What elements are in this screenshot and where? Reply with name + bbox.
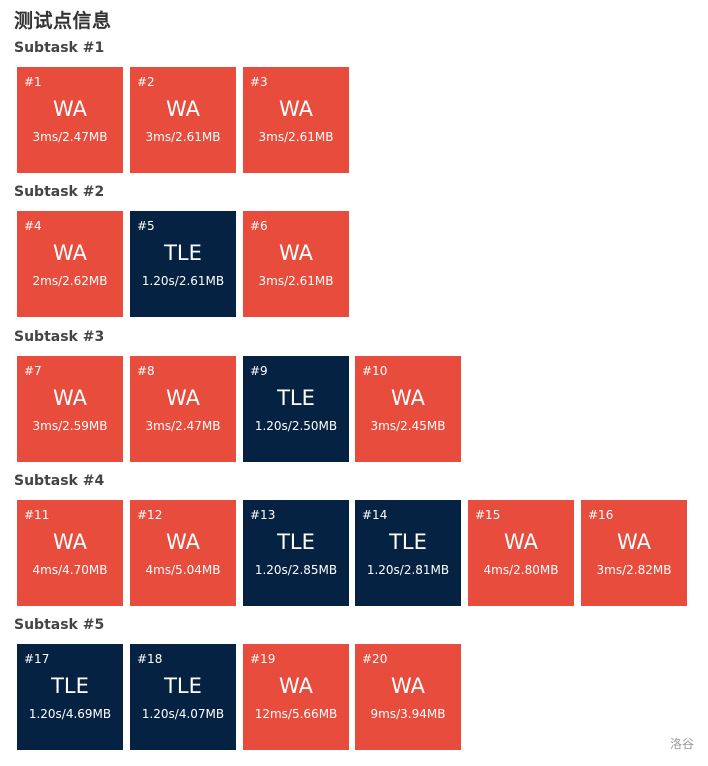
case-number: #11 [24,508,50,522]
case-status: WA [504,530,538,554]
test-case-1[interactable]: #1 WA 3ms/2.47MB [17,67,123,173]
test-case-16[interactable]: #16 WA 3ms/2.82MB [581,500,687,606]
case-number: #15 [475,508,501,522]
case-time-memory: 3ms/2.61MB [258,274,334,288]
test-case-8[interactable]: #8 WA 3ms/2.47MB [130,356,236,462]
test-case-14[interactable]: #14 TLE 1.20s/2.81MB [355,500,461,606]
test-case-11[interactable]: #11 WA 4ms/4.70MB [17,500,123,606]
case-status: TLE [277,386,315,410]
case-time-memory: 12ms/5.66MB [254,707,338,721]
case-list: #11 WA 4ms/4.70MB #12 WA 4ms/5.04MB #13 … [14,500,687,606]
case-number: #3 [250,75,268,89]
case-time-memory: 3ms/2.61MB [258,130,334,144]
case-time-memory: 9ms/3.94MB [370,707,446,721]
page-title: 测试点信息 [14,10,112,32]
case-time-memory: 3ms/2.47MB [145,419,221,433]
case-status: WA [166,530,200,554]
case-time-memory: 1.20s/4.07MB [141,707,225,721]
test-case-9[interactable]: #9 TLE 1.20s/2.50MB [243,356,349,462]
luogu-watermark: 洛谷 [669,737,694,751]
case-number: #6 [250,219,268,233]
case-number: #1 [24,75,42,89]
case-status: WA [279,97,313,121]
subtask-5: Subtask #5 #17 TLE 1.20s/4.69MB #18 TLE … [14,615,461,750]
case-time-memory: 3ms/2.59MB [32,419,108,433]
case-number: #16 [588,508,614,522]
case-list: #7 WA 3ms/2.59MB #8 WA 3ms/2.47MB #9 TLE… [14,356,461,462]
test-case-6[interactable]: #6 WA 3ms/2.61MB [243,211,349,317]
case-number: #7 [24,364,42,378]
case-status: WA [53,530,87,554]
case-number: #20 [362,652,388,666]
subtask-4: Subtask #4 #11 WA 4ms/4.70MB #12 WA 4ms/… [14,471,687,606]
case-number: #19 [250,652,276,666]
case-status: WA [391,674,425,698]
case-list: #1 WA 3ms/2.47MB #2 WA 3ms/2.61MB #3 WA … [14,67,349,173]
case-status: TLE [164,241,202,265]
case-number: #2 [137,75,155,89]
test-case-15[interactable]: #15 WA 4ms/2.80MB [468,500,574,606]
test-case-18[interactable]: #18 TLE 1.20s/4.07MB [130,644,236,750]
case-time-memory: 3ms/2.82MB [596,563,672,577]
case-status: TLE [164,674,202,698]
case-time-memory: 1.20s/2.50MB [254,419,338,433]
case-status: WA [53,97,87,121]
case-status: WA [279,241,313,265]
subtask-title: Subtask #5 [14,617,105,633]
case-status: WA [391,386,425,410]
case-time-memory: 1.20s/2.61MB [141,274,225,288]
subtask-1: Subtask #1 #1 WA 3ms/2.47MB #2 WA 3ms/2.… [14,38,349,173]
case-list: #17 TLE 1.20s/4.69MB #18 TLE 1.20s/4.07M… [14,644,461,750]
case-time-memory: 3ms/2.47MB [32,130,108,144]
test-case-7[interactable]: #7 WA 3ms/2.59MB [17,356,123,462]
case-time-memory: 3ms/2.45MB [370,419,446,433]
subtask-3: Subtask #3 #7 WA 3ms/2.59MB #8 WA 3ms/2.… [14,327,461,462]
case-number: #8 [137,364,155,378]
case-time-memory: 2ms/2.62MB [32,274,108,288]
case-status: TLE [277,530,315,554]
test-case-5[interactable]: #5 TLE 1.20s/2.61MB [130,211,236,317]
subtask-title: Subtask #2 [14,184,105,200]
case-status: TLE [51,674,89,698]
case-status: WA [617,530,651,554]
case-list: #4 WA 2ms/2.62MB #5 TLE 1.20s/2.61MB #6 … [14,211,349,317]
case-number: #12 [137,508,163,522]
case-number: #17 [24,652,50,666]
case-time-memory: 1.20s/4.69MB [28,707,112,721]
case-number: #10 [362,364,388,378]
subtask-2: Subtask #2 #4 WA 2ms/2.62MB #5 TLE 1.20s… [14,182,349,317]
case-number: #18 [137,652,163,666]
subtask-title: Subtask #3 [14,329,105,345]
case-number: #9 [250,364,268,378]
case-status: WA [166,386,200,410]
case-number: #5 [137,219,155,233]
case-time-memory: 1.20s/2.81MB [366,563,450,577]
test-case-4[interactable]: #4 WA 2ms/2.62MB [17,211,123,317]
test-case-17[interactable]: #17 TLE 1.20s/4.69MB [17,644,123,750]
case-status: WA [166,97,200,121]
test-case-3[interactable]: #3 WA 3ms/2.61MB [243,67,349,173]
test-case-19[interactable]: #19 WA 12ms/5.66MB [243,644,349,750]
case-time-memory: 4ms/4.70MB [32,563,108,577]
case-number: #14 [362,508,388,522]
case-time-memory: 4ms/2.80MB [483,563,559,577]
case-status: WA [53,386,87,410]
case-status: TLE [389,530,427,554]
case-number: #4 [24,219,42,233]
case-time-memory: 3ms/2.61MB [145,130,221,144]
subtask-title: Subtask #4 [14,473,105,489]
case-number: #13 [250,508,276,522]
case-time-memory: 1.20s/2.85MB [254,563,338,577]
case-status: WA [53,241,87,265]
case-time-memory: 4ms/5.04MB [145,563,221,577]
test-case-2[interactable]: #2 WA 3ms/2.61MB [130,67,236,173]
case-status: WA [279,674,313,698]
test-case-13[interactable]: #13 TLE 1.20s/2.85MB [243,500,349,606]
test-case-12[interactable]: #12 WA 4ms/5.04MB [130,500,236,606]
test-case-10[interactable]: #10 WA 3ms/2.45MB [355,356,461,462]
subtask-title: Subtask #1 [14,40,105,56]
test-case-20[interactable]: #20 WA 9ms/3.94MB [355,644,461,750]
